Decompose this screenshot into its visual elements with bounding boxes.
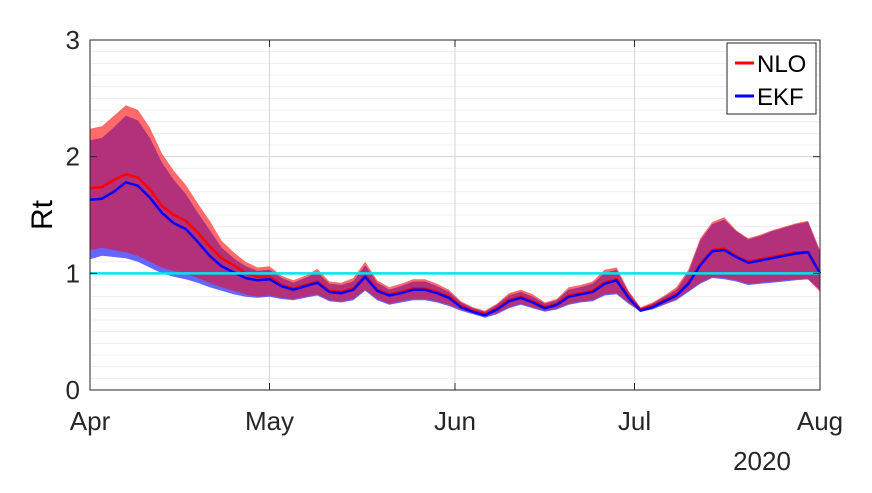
y-tick-labels: 0 1 2 3 (66, 25, 80, 405)
x-tick-label: Apr (70, 406, 111, 436)
y-tick-label: 3 (66, 25, 80, 55)
legend-label-ekf: EKF (757, 84, 804, 111)
x-tick-labels: Apr May Jun Jul Aug (70, 406, 843, 436)
y-axis-title: Rt (26, 199, 59, 230)
x-tick-label: Jul (618, 406, 651, 436)
x-tick-label: Aug (797, 406, 843, 436)
y-tick-label: 0 (66, 375, 80, 405)
y-tick-label: 1 (66, 258, 80, 288)
legend-box (726, 42, 817, 115)
y-tick-label: 2 (66, 142, 80, 172)
axis-ticks (89, 39, 821, 391)
series-lines (89, 172, 822, 317)
legend-label-nlo: NLO (757, 51, 806, 78)
year-label: 2020 (733, 446, 791, 476)
line-ekf (89, 181, 822, 317)
x-tick-label: May (245, 406, 294, 436)
x-tick-label: Jun (434, 406, 476, 436)
legend: NLO EKF (726, 42, 817, 115)
